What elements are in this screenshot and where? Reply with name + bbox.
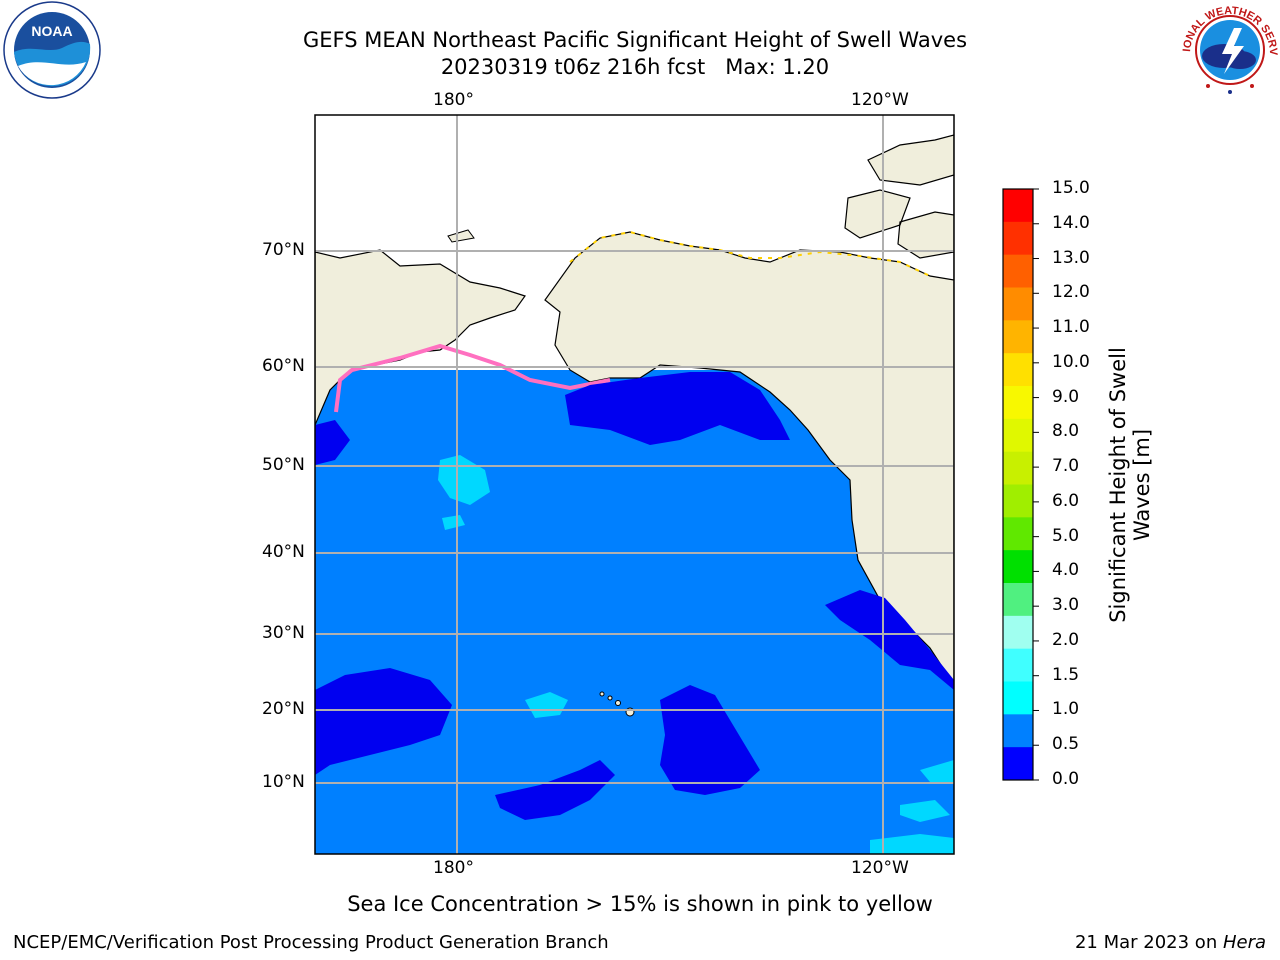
swell-patch-north-small xyxy=(442,515,465,530)
colorbar-tick-label: 15.0 xyxy=(1052,178,1090,198)
colorbar-tick-label: 11.0 xyxy=(1052,317,1090,338)
colorbar-tick-label: 5.0 xyxy=(1052,525,1080,546)
sea-ice-edge-south xyxy=(334,343,611,413)
run-date-text: 21 Mar 2023 on xyxy=(1074,932,1223,953)
credit-text: NCEP/EMC/Verification Post Processing Pr… xyxy=(13,932,609,953)
run-machine: Hera xyxy=(1222,932,1266,953)
colorbar-tick-label: 0.0 xyxy=(1052,769,1080,789)
colorbar-bin xyxy=(1003,615,1033,650)
lat-tick-40n: 40°N xyxy=(262,542,305,562)
map-subtitle: 20230319 t06z 216h fcst Max: 1.20 xyxy=(440,55,830,79)
colorbar-bin xyxy=(1003,583,1033,617)
colorbar-bin xyxy=(1003,648,1033,682)
colorbar-bin xyxy=(1003,747,1033,781)
colorbar-tick-label: 13.0 xyxy=(1052,247,1090,268)
colorbar-bin xyxy=(1003,287,1033,321)
sea-ice-edge-north xyxy=(569,230,931,277)
colorbar-bin xyxy=(1003,320,1033,354)
low-wave-south-central xyxy=(660,685,760,795)
colorbar-tick-label: 4.0 xyxy=(1052,560,1080,581)
lat-tick-10n: 10°N xyxy=(262,772,305,792)
bottom-lon-tick-180: 180° xyxy=(433,858,474,878)
sea-ice-caption: Sea Ice Concentration > 15% is shown in … xyxy=(347,892,933,916)
colorbar-frame xyxy=(1002,188,1034,781)
run-date: 21 Mar 2023 on Hera xyxy=(1075,932,1266,953)
colorbar-bin xyxy=(1003,189,1033,223)
graticule xyxy=(315,115,954,854)
colorbar-tick-label: 12.0 xyxy=(1052,282,1090,303)
map-title: GEFS MEAN Northeast Pacific Significant … xyxy=(302,28,968,52)
land-arctic-islands xyxy=(844,134,954,259)
colorbar-label-line1: Significant Height of Swell xyxy=(1106,347,1130,623)
lat-tick-60n: 60°N xyxy=(262,356,305,376)
colorbar-tick-label: 8.0 xyxy=(1052,421,1080,442)
low-wave-south xyxy=(495,760,615,820)
colorbar-tick-label: 2.0 xyxy=(1052,629,1080,650)
lat-tick-20n: 20°N xyxy=(262,699,305,719)
low-wave-coast xyxy=(825,590,954,690)
low-wave-west-pacific xyxy=(315,668,452,775)
colorbar-bin xyxy=(1003,681,1033,715)
colorbar-tick-label: 14.0 xyxy=(1052,212,1090,233)
nws-logo: NATIONAL WEATHER SERVICE xyxy=(1181,2,1279,98)
low-wave-kamchatka xyxy=(315,420,350,465)
colorbar-label-line2: Waves [m] xyxy=(1130,428,1154,542)
colorbar-tick-label: 6.0 xyxy=(1052,490,1080,511)
colorbar-tick-label: 7.0 xyxy=(1052,456,1080,477)
colorbar-tick-label: 1.5 xyxy=(1052,664,1080,685)
colorbar-tick-label: 1.0 xyxy=(1052,699,1080,720)
swell-patch-se2 xyxy=(900,800,950,822)
colorbar-bin xyxy=(1003,353,1033,387)
swell-patch-se3 xyxy=(870,834,954,854)
top-lon-tick-120w: 120°W xyxy=(851,90,909,110)
colorbar-bin xyxy=(1003,254,1033,288)
lat-tick-30n: 30°N xyxy=(262,623,305,643)
map-frame xyxy=(314,114,955,855)
noaa-logo-text: NOAA xyxy=(31,23,72,39)
land-small-island xyxy=(447,229,475,243)
colorbar-bin xyxy=(1003,418,1033,453)
low-wave-gulf-of-alaska xyxy=(565,372,790,445)
colorbar-bin xyxy=(1003,550,1033,584)
colorbar-bin xyxy=(1003,386,1033,420)
colorbar-label: Significant Height of Swell Waves [m] xyxy=(1106,347,1154,623)
lat-tick-50n: 50°N xyxy=(262,455,305,475)
colorbar-tick-label: 10.0 xyxy=(1052,351,1090,372)
swell-patch-se1 xyxy=(920,760,954,782)
colorbar-tick-label: 0.5 xyxy=(1052,734,1080,755)
bottom-lon-tick-120w: 120°W xyxy=(851,858,909,878)
colorbar-bin xyxy=(1003,484,1033,518)
colorbar-tick-label: 9.0 xyxy=(1052,386,1080,407)
swell-patch-hawaii xyxy=(525,692,568,718)
colorbar-bin xyxy=(1003,517,1033,551)
swell-patch-north xyxy=(438,455,490,505)
top-lon-tick-180: 180° xyxy=(433,90,474,110)
noaa-logo: NOAA xyxy=(3,1,101,99)
colorbar-tick-label: 3.0 xyxy=(1052,595,1080,616)
colorbar-bin xyxy=(1003,221,1033,256)
colorbar-bin xyxy=(1003,451,1033,485)
lat-tick-70n: 70°N xyxy=(262,240,305,260)
colorbar-bin xyxy=(1003,714,1033,748)
